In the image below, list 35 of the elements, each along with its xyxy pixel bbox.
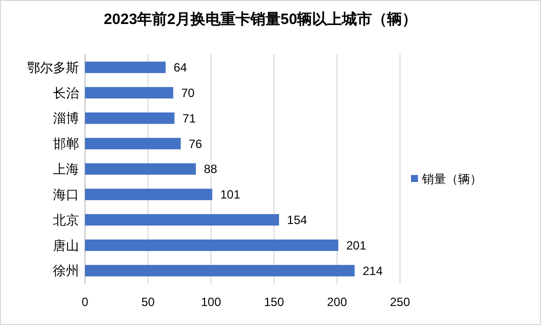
x-tick-label: 50 xyxy=(141,295,155,309)
x-tick-label: 200 xyxy=(326,295,348,309)
bar xyxy=(85,62,166,74)
bar xyxy=(85,163,196,175)
y-tick-label: 鄂尔多斯 xyxy=(27,60,79,75)
data-label: 88 xyxy=(204,162,218,176)
legend-label: 销量（辆） xyxy=(421,172,482,186)
bar xyxy=(85,214,280,226)
y-tick-label: 唐山 xyxy=(53,238,79,253)
data-label: 214 xyxy=(362,264,383,278)
data-label: 154 xyxy=(287,213,308,228)
bar xyxy=(85,240,338,251)
data-label: 76 xyxy=(188,136,202,151)
y-tick-label: 北京 xyxy=(53,212,79,228)
x-tick-label: 250 xyxy=(390,295,410,309)
data-label: 101 xyxy=(220,188,241,202)
y-tick-label: 邯郸 xyxy=(53,136,79,152)
y-tick-label: 徐州 xyxy=(53,263,79,278)
bar xyxy=(85,138,181,150)
x-tick-label: 100 xyxy=(200,295,222,309)
data-label: 70 xyxy=(181,86,195,100)
x-tick-label: 150 xyxy=(264,295,284,309)
bar xyxy=(85,87,174,98)
x-tick-label: 0 xyxy=(82,295,89,309)
data-label: 201 xyxy=(346,238,367,252)
y-tick-label: 上海 xyxy=(53,162,79,177)
bar xyxy=(85,188,212,200)
y-tick-label: 海口 xyxy=(53,186,79,202)
bar xyxy=(85,112,174,124)
chart-title: 2023年前2月换电重卡销量50辆以上城市（辆） xyxy=(104,10,418,28)
y-tick-label: 长治 xyxy=(53,85,79,100)
data-label: 64 xyxy=(174,60,188,75)
data-label: 71 xyxy=(182,111,196,126)
bar xyxy=(85,264,355,276)
y-tick-label: 淄博 xyxy=(53,110,79,126)
